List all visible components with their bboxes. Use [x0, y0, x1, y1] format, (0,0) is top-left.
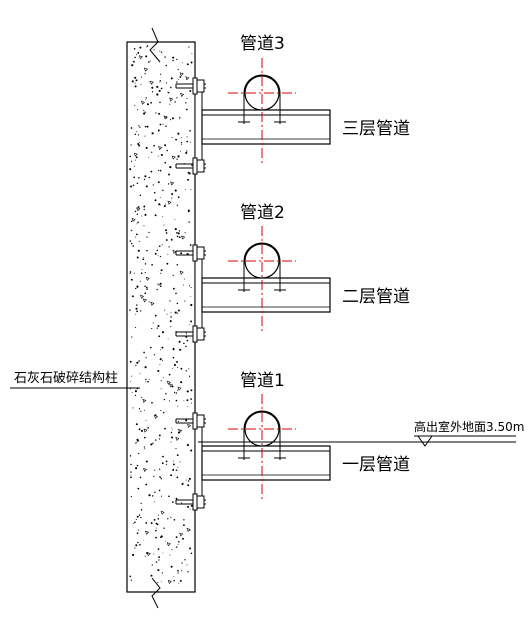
- anchor-bolt-upper: [175, 77, 206, 95]
- level-label: 二层管道: [342, 287, 410, 307]
- concrete-texture: [129, 45, 193, 584]
- level-label: 三层管道: [342, 119, 410, 139]
- support-beam: [201, 445, 331, 481]
- pipe-section: [228, 394, 296, 502]
- support-beam: [201, 277, 331, 313]
- level-triangle-icon: [417, 435, 433, 447]
- break-mark-bottom: [151, 577, 161, 609]
- support-level-1: 管道1 一层管道: [175, 371, 410, 511]
- column-callout: 石灰石破碎结构柱: [10, 371, 140, 389]
- pipe-label: 管道3: [240, 34, 285, 54]
- anchor-bolt-upper: [175, 244, 206, 262]
- support-beam: [201, 109, 331, 145]
- anchor-bolt-lower: [175, 325, 206, 343]
- anchor-bolt-lower: [175, 157, 206, 175]
- anchor-bolt-lower: [175, 493, 206, 511]
- column-label: 石灰石破碎结构柱: [14, 371, 118, 386]
- support-level-2: 管道2 二层管道: [175, 203, 410, 343]
- concrete-column: [126, 27, 196, 609]
- break-mark-top: [149, 27, 161, 63]
- pipe-section: [228, 226, 296, 334]
- pipe-label: 管道1: [240, 371, 285, 391]
- anchor-bolt-upper: [175, 412, 206, 430]
- ground-level-label: 高出室外地面3.50m: [414, 419, 524, 434]
- pipe-label: 管道2: [240, 203, 285, 223]
- pipe-section: [228, 58, 296, 166]
- support-level-3: 管道3 三层管道: [175, 34, 410, 175]
- ground-level-marker: 高出室外地面3.50m: [198, 419, 524, 447]
- level-label: 一层管道: [342, 455, 410, 475]
